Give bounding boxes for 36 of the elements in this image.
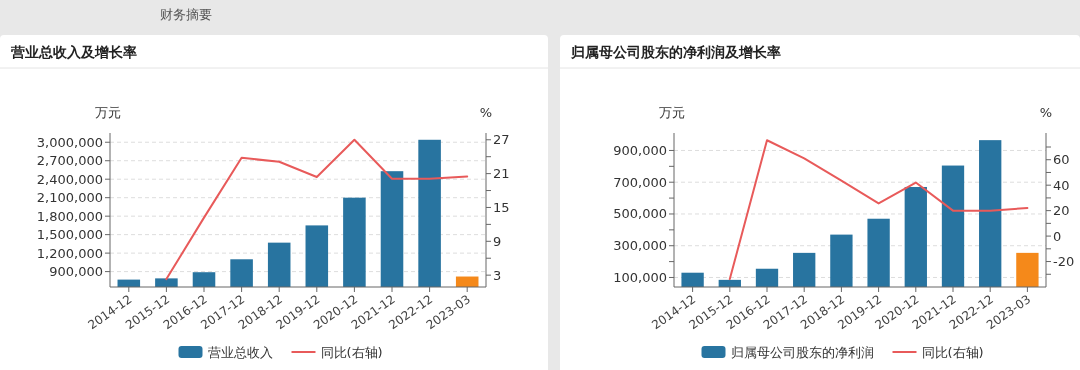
text: 财务摘要 [160,7,212,22]
y2-axis-title: % [479,105,493,120]
y2-tick-label: 20 [1053,203,1070,219]
y2-tick-label: 3 [493,267,502,283]
legend-label: 营业总收入 [207,345,273,360]
y-axis-title: 万元 [95,105,121,120]
y-tick-label: 1,200,000 [36,245,103,261]
legend-label: 同比(右轴) [320,345,383,360]
chart-title: 归属母公司股东的净利润及增长率 [570,44,781,60]
y-tick-label: 1,500,000 [36,227,103,243]
y2-tick-label: 21 [493,166,510,182]
y2-axis-title: % [1039,105,1053,120]
legend-label: 同比(右轴) [921,345,984,360]
y2-tick-label: 0 [1053,228,1062,244]
y2-tick-label: 60 [1053,152,1070,168]
y-tick-label: 700,000 [613,174,667,190]
line-series [728,139,1029,281]
legend-label: 归属母公司股东的净利润 [730,345,874,360]
line-series [165,138,469,281]
chart-title: 营业总收入及增长率 [10,44,137,60]
y-tick-label: 100,000 [613,269,667,285]
y-axis-title: 万元 [659,105,685,120]
y-tick-label: 900,000 [613,142,667,158]
y-tick-label: 1,800,000 [36,208,103,224]
y2-tick-label: 27 [493,132,510,148]
y-tick-label: 900,000 [49,264,103,280]
y-tick-label: 2,400,000 [36,171,103,187]
y2-tick-label: 9 [493,233,502,249]
y2-tick-label: 40 [1053,177,1070,193]
y-tick-label: 2,100,000 [36,190,103,206]
y-tick-label: 300,000 [613,238,667,254]
y2-tick-label: -20 [1053,254,1075,270]
y-tick-label: 500,000 [613,206,667,222]
y-tick-label: 3,000,000 [36,134,103,150]
y-tick-label: 2,700,000 [36,153,103,169]
y2-tick-label: 15 [493,199,510,215]
